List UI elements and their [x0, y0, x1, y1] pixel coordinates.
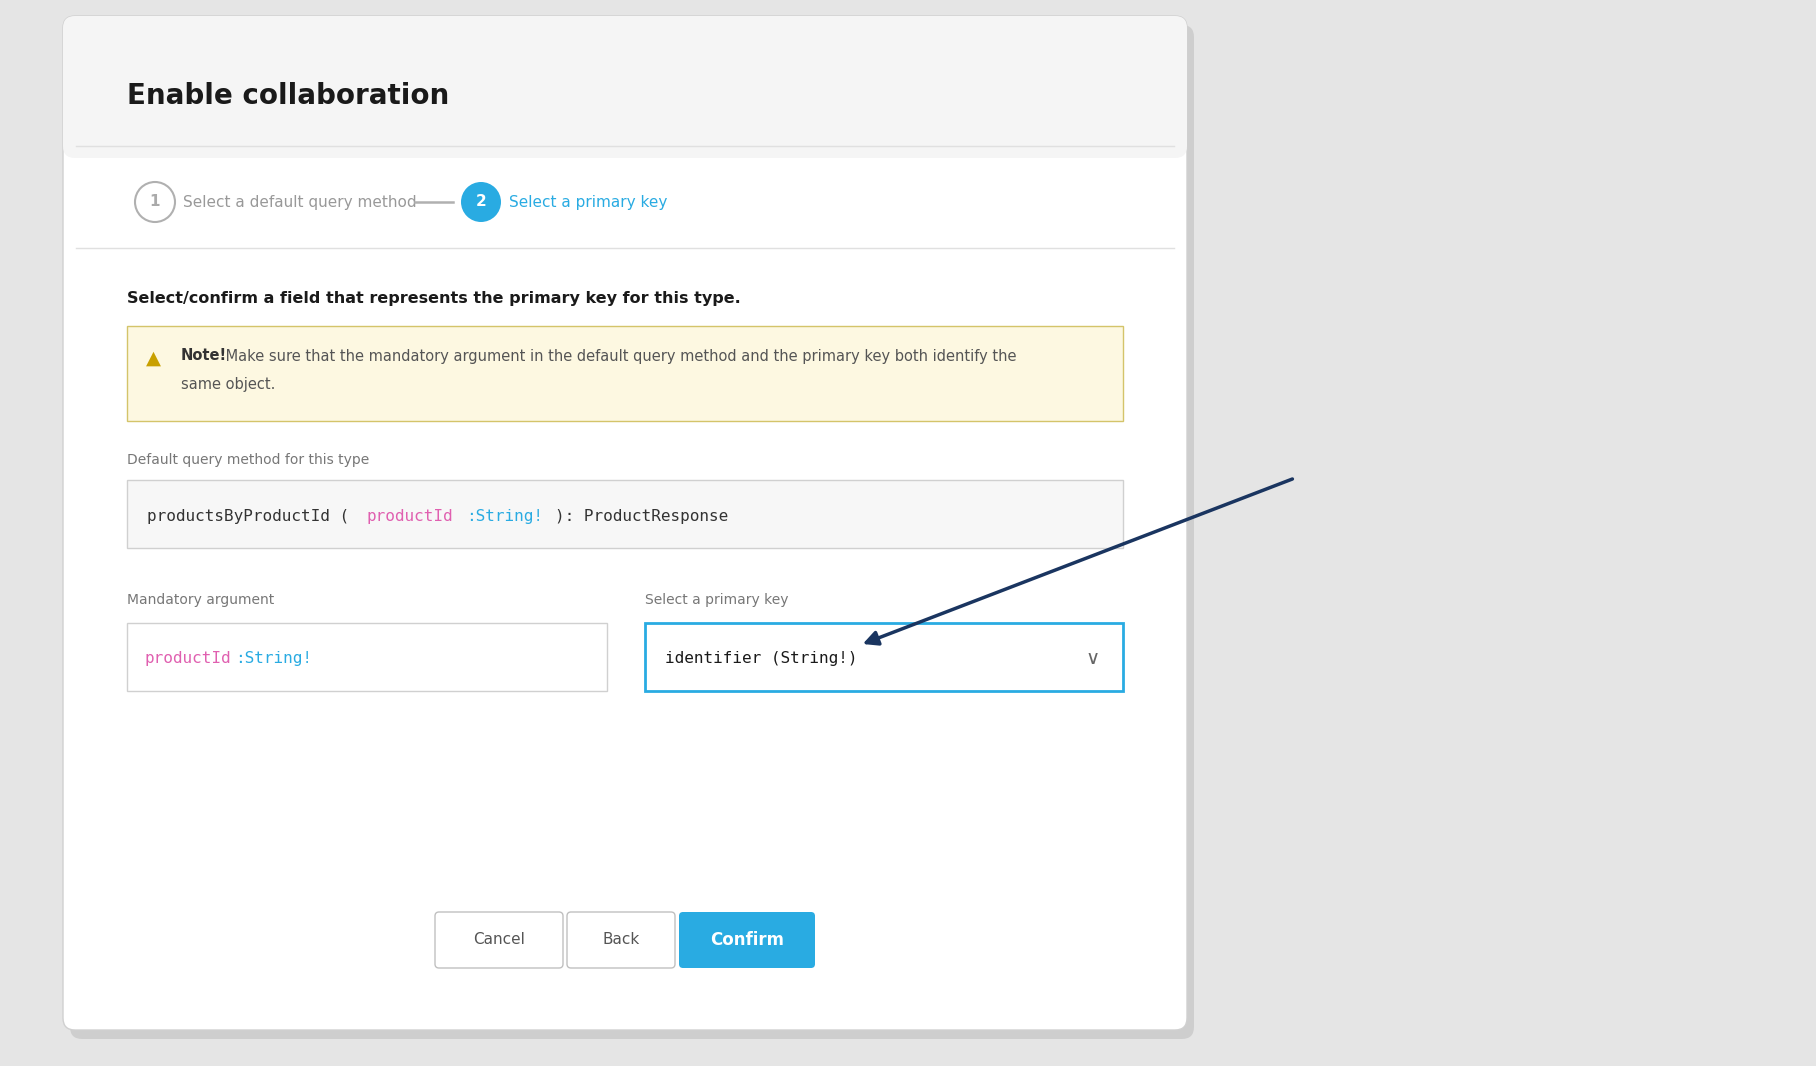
FancyBboxPatch shape [567, 912, 676, 968]
Text: ▲: ▲ [145, 349, 160, 368]
FancyBboxPatch shape [127, 480, 1122, 548]
Text: Make sure that the mandatory argument in the default query method and the primar: Make sure that the mandatory argument in… [222, 349, 1017, 364]
FancyBboxPatch shape [127, 326, 1122, 421]
Text: Select a default query method: Select a default query method [183, 194, 416, 210]
FancyBboxPatch shape [64, 16, 1188, 1030]
FancyBboxPatch shape [645, 623, 1122, 691]
Text: Default query method for this type: Default query method for this type [127, 453, 369, 467]
Text: Select a primary key: Select a primary key [645, 593, 788, 607]
Text: productsByProductId (: productsByProductId ( [147, 508, 349, 523]
FancyBboxPatch shape [127, 623, 607, 691]
FancyBboxPatch shape [64, 16, 1188, 158]
Circle shape [461, 182, 501, 222]
Text: productId: productId [367, 508, 454, 523]
Text: 1: 1 [149, 194, 160, 210]
Text: productId: productId [145, 651, 232, 666]
Text: ∨: ∨ [1086, 649, 1100, 668]
Text: same object.: same object. [182, 376, 276, 391]
FancyBboxPatch shape [71, 25, 1193, 1039]
Text: Confirm: Confirm [710, 931, 785, 949]
Text: 2: 2 [476, 194, 487, 210]
Text: Select a primary key: Select a primary key [508, 194, 666, 210]
Text: :String!: :String! [467, 508, 543, 523]
Text: Note!: Note! [182, 349, 227, 364]
Text: Select/confirm a field that represents the primary key for this type.: Select/confirm a field that represents t… [127, 291, 741, 306]
Text: identifier (String!): identifier (String!) [665, 651, 857, 666]
Text: Enable collaboration: Enable collaboration [127, 82, 449, 110]
Text: ): ProductResponse: ): ProductResponse [556, 508, 728, 523]
Circle shape [134, 182, 174, 222]
Text: :String!: :String! [234, 651, 312, 666]
FancyBboxPatch shape [436, 912, 563, 968]
Text: Cancel: Cancel [472, 933, 525, 948]
Text: Back: Back [603, 933, 639, 948]
Bar [74, 108, 1175, 146]
Text: Mandatory argument: Mandatory argument [127, 593, 274, 607]
FancyBboxPatch shape [679, 912, 815, 968]
